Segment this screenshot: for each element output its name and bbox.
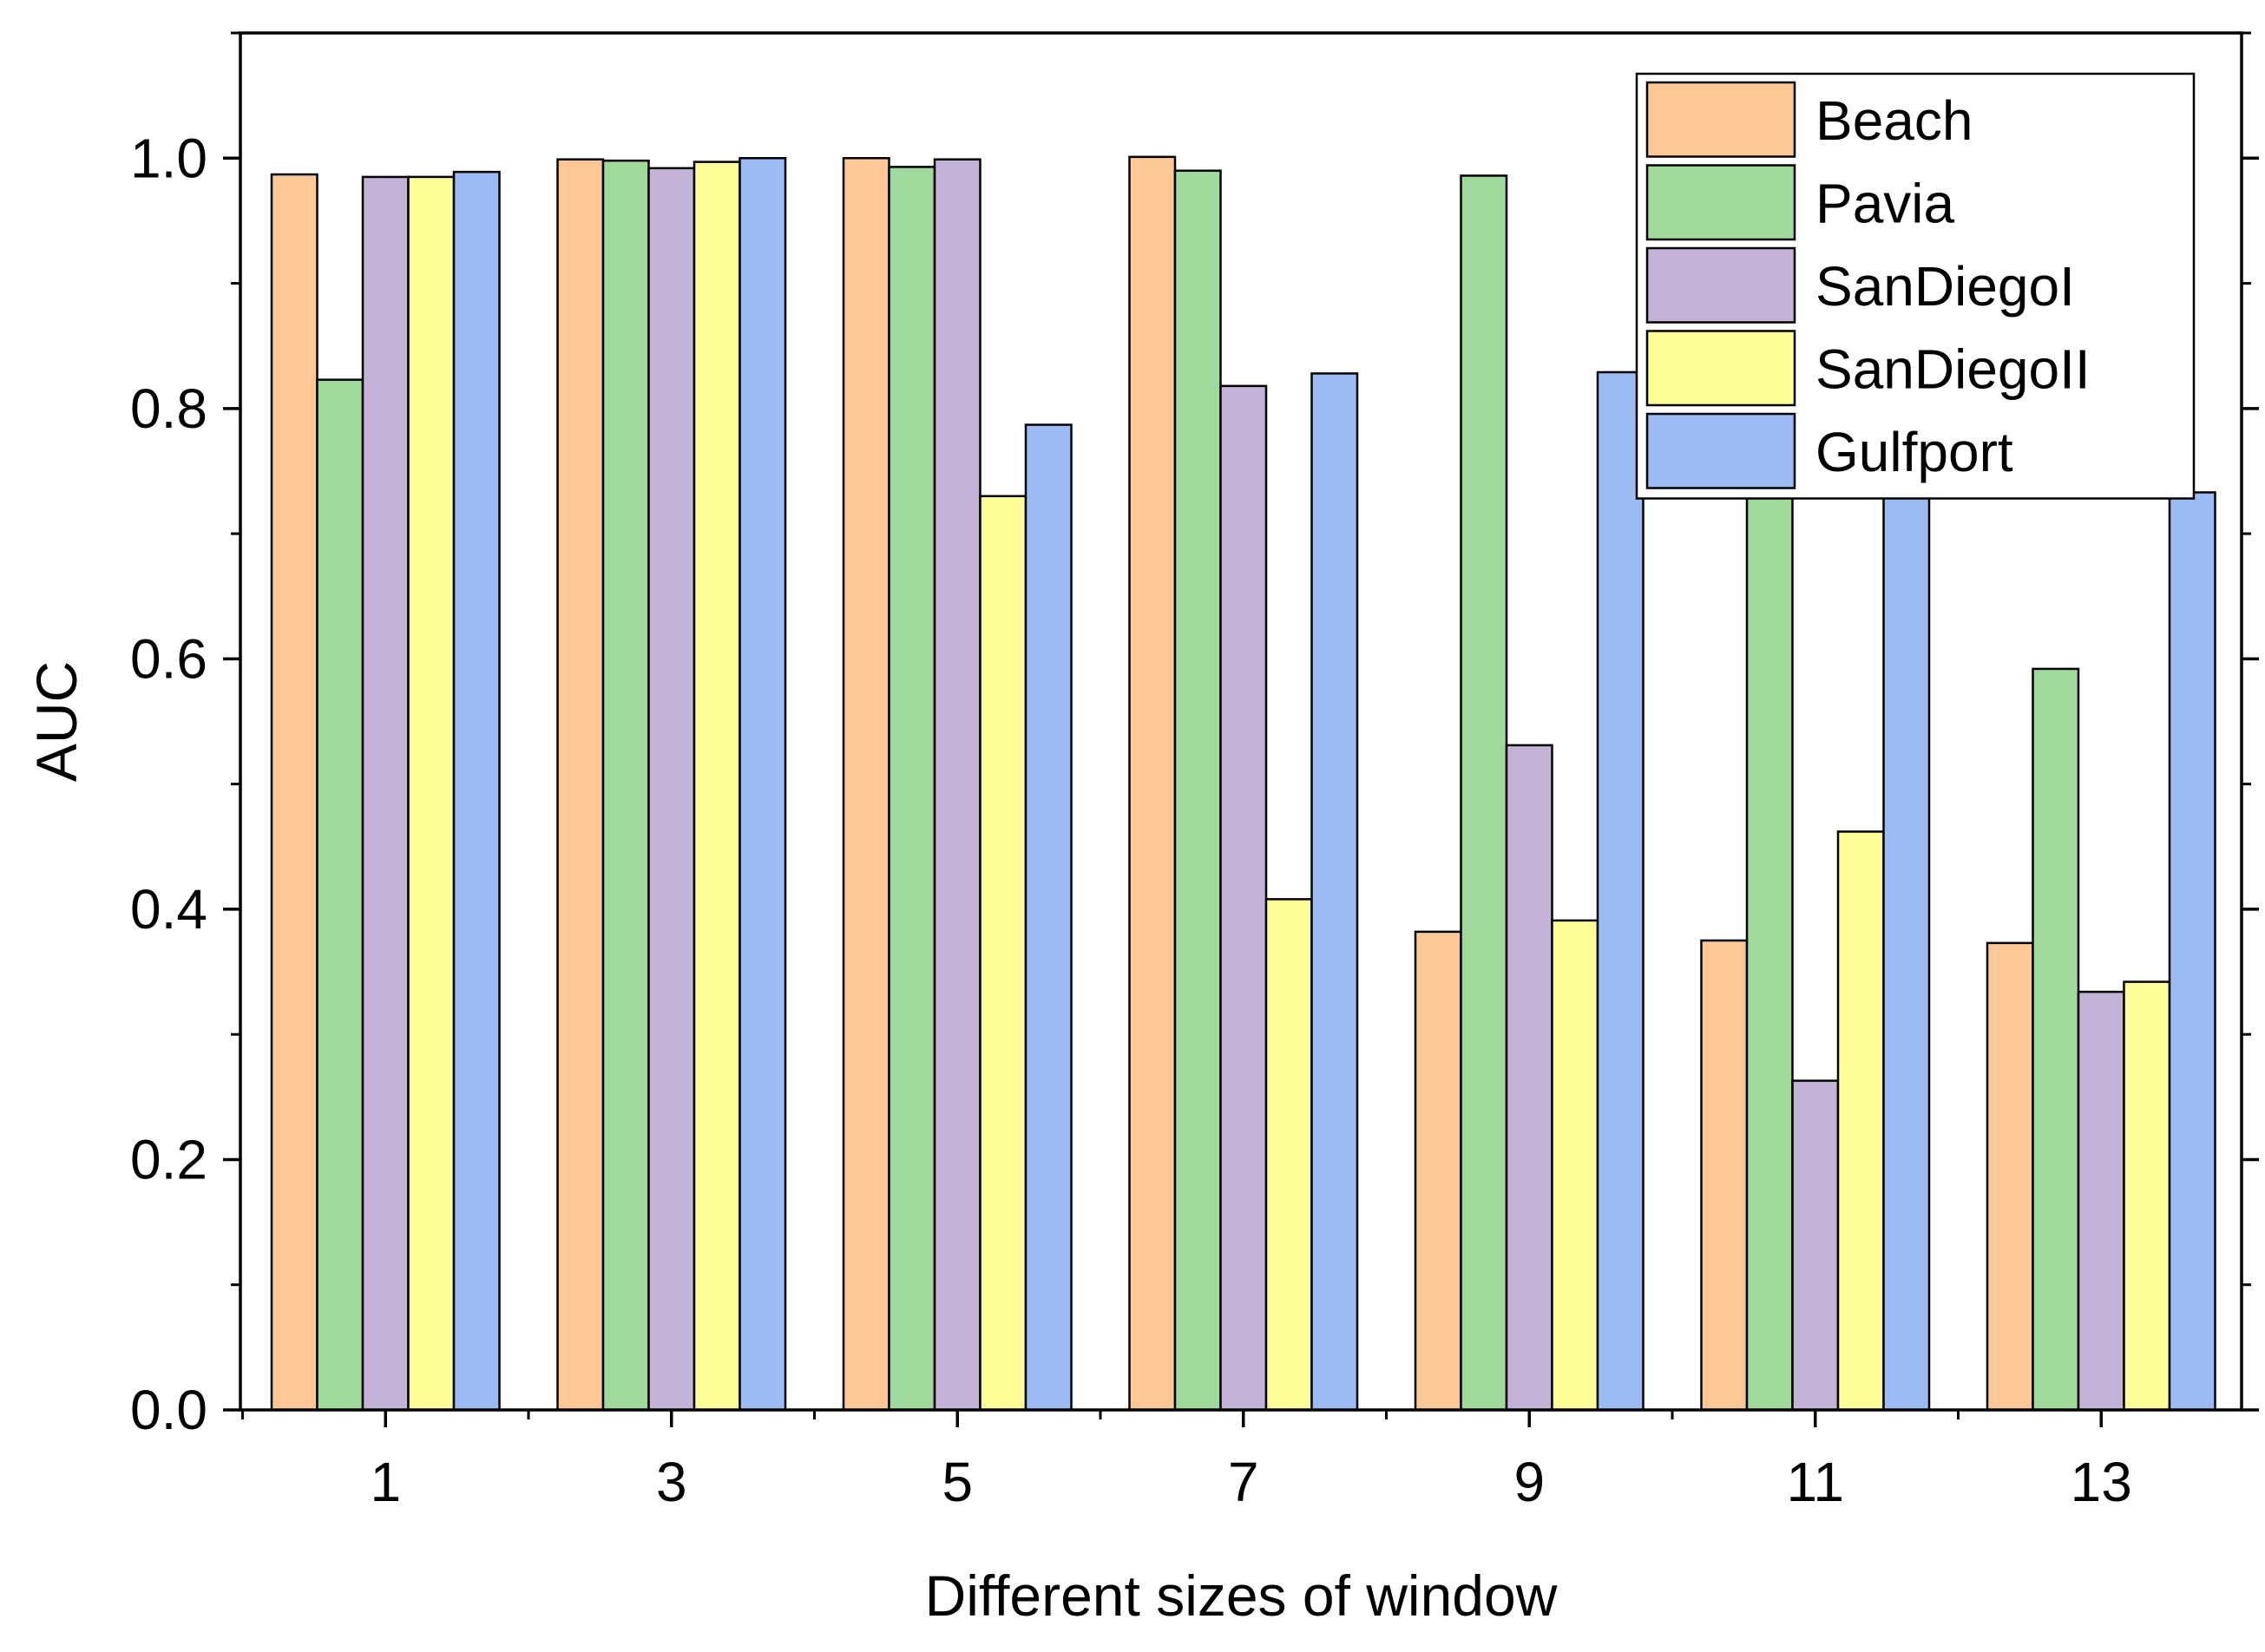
bar-beach-13: [1986, 941, 2034, 1412]
bar-gulfport-11: [1882, 419, 1931, 1412]
bar-sandiegoi-3: [647, 167, 696, 1412]
bar-sandiegoi-7: [1219, 384, 1268, 1412]
legend-label-beach: Beach: [1815, 89, 1973, 152]
legend-label-pavia: Pavia: [1815, 172, 1955, 234]
bar-gulfport-3: [739, 157, 787, 1412]
y-tick-label: 0.2: [130, 1128, 207, 1190]
bar-sandiegoi-1: [361, 175, 410, 1412]
bar-sandiegoii-1: [407, 175, 456, 1412]
y-tick-label: 0.6: [130, 627, 207, 690]
bar-pavia-13: [2032, 667, 2080, 1412]
bar-sandiegoi-5: [933, 158, 982, 1412]
x-tick-label: 13: [2071, 1451, 2132, 1513]
legend-swatch-sandiegoii: [1645, 330, 1796, 407]
legend-swatch-gulfport: [1645, 412, 1796, 489]
bar-beach-9: [1414, 930, 1462, 1412]
y-tick-label: 0.8: [130, 377, 207, 440]
bar-gulfport-7: [1310, 372, 1359, 1412]
axes-layer: [239, 31, 2243, 1412]
bar-beach-5: [842, 157, 890, 1412]
y-tick-label: 0.4: [130, 878, 207, 941]
bar-beach-3: [556, 158, 605, 1412]
legend-swatch-pavia: [1645, 164, 1796, 241]
x-axis-label: Different sizes of window: [925, 1564, 1558, 1628]
y-tick-label: 0.0: [130, 1379, 207, 1441]
legend-label-sandiegoi: SanDiegoI: [1815, 255, 2075, 318]
bar-pavia-11: [1745, 419, 1794, 1412]
bar-pavia-5: [888, 166, 936, 1412]
x-tick-label: 7: [1228, 1451, 1259, 1513]
bar-pavia-3: [601, 159, 650, 1412]
bar-pavia-9: [1460, 174, 1508, 1412]
legend: Beach Pavia SanDiegoI SanDiegoII Gulfport: [1635, 72, 2196, 500]
y-axis-label: AUC: [24, 661, 89, 782]
bar-beach-7: [1128, 155, 1177, 1412]
bar-sandiegoii-9: [1551, 919, 1599, 1412]
bars-layer: [270, 155, 2216, 1412]
bar-sandiegoi-11: [1791, 1079, 1840, 1412]
bar-sandiegoii-3: [693, 161, 741, 1412]
bar-sandiegoii-5: [979, 495, 1027, 1412]
x-tick-label: 5: [942, 1451, 973, 1513]
bar-gulfport-1: [452, 170, 501, 1412]
legend-label-gulfport: Gulfport: [1815, 421, 2013, 483]
bar-pavia-7: [1173, 169, 1222, 1412]
bar-beach-11: [1700, 939, 1749, 1412]
y-tick-label: 1.0: [130, 127, 207, 189]
bar-sandiegoi-9: [1505, 744, 1553, 1412]
bar-gulfport-13: [2168, 491, 2216, 1412]
x-tick-label: 11: [1787, 1451, 1844, 1513]
ticks-layer: 0.00.20.40.60.81.01 3 5 7 9 11 13: [130, 31, 2259, 1513]
bar-sandiegoi-13: [2077, 990, 2125, 1412]
bar-sandiegoii-7: [1264, 898, 1313, 1412]
bar-pavia-1: [316, 378, 364, 1412]
x-tick-label: 3: [656, 1451, 687, 1513]
x-tick-label: 9: [1513, 1451, 1545, 1513]
bar-gulfport-9: [1596, 370, 1645, 1412]
bar-gulfport-5: [1024, 423, 1073, 1412]
bar-sandiegoii-11: [1836, 830, 1885, 1412]
x-tick-label: 1: [370, 1451, 401, 1513]
legend-swatch-beach: [1645, 81, 1796, 158]
bar-beach-1: [270, 173, 318, 1412]
legend-label-sandiegoii: SanDiegoII: [1815, 338, 2091, 400]
plot-frame: [239, 31, 2243, 1412]
bar-sandiegoii-13: [2123, 980, 2171, 1412]
legend-swatch-sandiegoi: [1645, 246, 1796, 324]
